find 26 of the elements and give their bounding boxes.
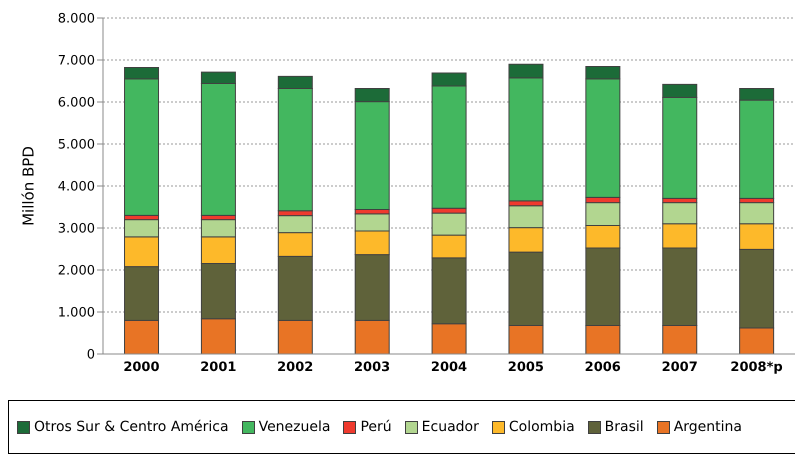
x-tick-label: 2004 [430,360,468,376]
x-tick-label: 2002 [277,360,314,376]
y-axis-title: Millón BPD [19,146,38,226]
legend-label: Colombia [508,419,575,435]
x-tick-label: 2005 [508,360,544,376]
x-tick-label: 2003 [354,360,390,376]
legend-label: Otros Sur & Centro América [34,419,229,435]
legend-label: Argentina [674,419,742,435]
y-tick-label: 2.000 [58,264,95,279]
y-tick-label: 8.000 [58,12,95,27]
y-tick-label: 1.000 [58,306,95,321]
y-tick-label: 7.000 [58,54,95,69]
y-tick-label: 4.000 [58,180,95,195]
y-tick-label: 6.000 [58,96,95,111]
y-tick-label: 3.000 [58,222,95,237]
y-tick-label: 5.000 [58,138,95,153]
legend-label: Ecuador [422,419,479,435]
legend-label: Venezuela [258,419,330,435]
legend-label: Brasil [604,419,644,435]
x-tick-label: 2008*p [730,360,783,376]
x-tick-label: 2001 [200,360,236,376]
legend-label: Perú [360,419,392,435]
x-tick-label: 2000 [123,360,160,376]
x-tick-label: 2007 [662,360,698,376]
x-tick-label: 2006 [584,360,621,376]
y-tick-label: 0 [86,348,95,363]
